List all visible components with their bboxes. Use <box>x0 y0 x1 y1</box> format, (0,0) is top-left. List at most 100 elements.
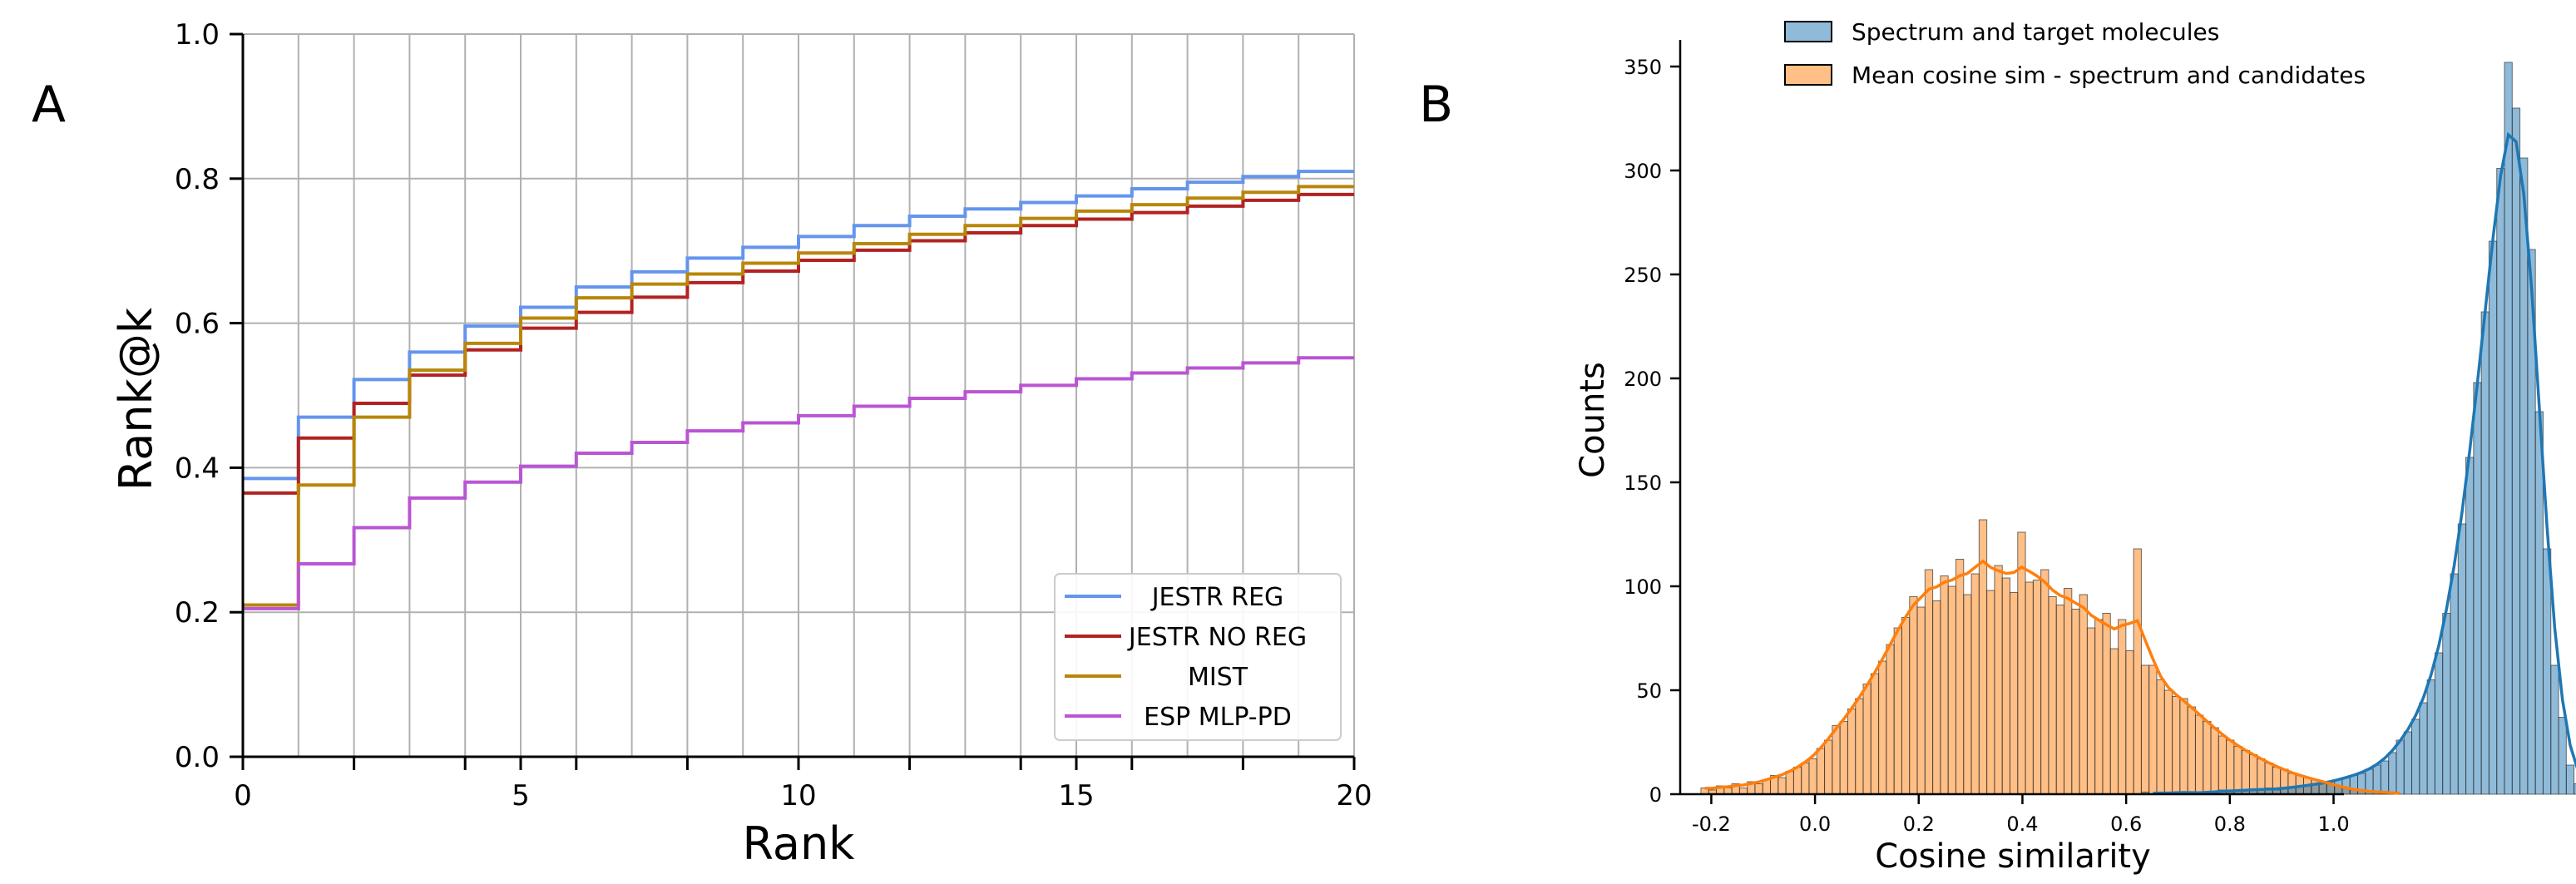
b-bar-candidates <box>1862 684 1871 795</box>
b-y-tick-label: 0 <box>1649 783 1662 807</box>
b-bar-candidates <box>2086 627 2096 795</box>
b-bar-candidates <box>1824 739 1833 795</box>
b-x-tick-label: 0.4 <box>2006 812 2038 836</box>
b-bar-candidates <box>2248 754 2258 795</box>
b-bar-candidates <box>1901 617 1911 795</box>
b-bar-target <box>2496 168 2505 795</box>
b-x-tick-label: -0.2 <box>1692 812 1731 836</box>
a-x-tick-label: 10 <box>780 779 816 812</box>
b-bar-candidates <box>2179 698 2188 795</box>
b-bar-target <box>2519 157 2529 795</box>
a-y-tick-label: 0.2 <box>175 596 220 630</box>
b-bar-target <box>2504 62 2513 795</box>
b-bar-candidates <box>1816 748 1826 795</box>
b-bar-candidates <box>2094 619 2104 795</box>
b-bar-candidates <box>1855 698 1864 795</box>
b-legend-label: Spectrum and target molecules <box>1852 18 2219 46</box>
b-bar-candidates <box>2125 650 2134 795</box>
b-y-axis-label: Counts <box>1574 362 1612 478</box>
b-bar-candidates <box>2017 531 2026 795</box>
b-bar-candidates <box>2040 569 2049 795</box>
b-bar-candidates <box>1916 606 1926 795</box>
b-bar-candidates <box>2118 619 2127 795</box>
b-bar-target <box>2372 764 2381 795</box>
b-bar-candidates <box>1870 673 1880 795</box>
a-legend: JESTR REG JESTR NO REG MIST ESP MLP-PD <box>1054 573 1342 741</box>
b-bar-target <box>2465 457 2475 795</box>
b-bar-candidates <box>1847 709 1857 795</box>
b-x-tick-label: 0.2 <box>1903 812 1935 836</box>
a-legend-label: JESTR REG <box>1150 583 1284 612</box>
a-y-tick-label: 0.6 <box>175 308 220 341</box>
b-y-tick-label: 300 <box>1624 160 1662 183</box>
b-y-tick-label: 200 <box>1624 368 1662 391</box>
b-bar-candidates <box>2133 548 2142 795</box>
b-x-tick-label: 0.6 <box>2110 812 2142 836</box>
b-bar-candidates <box>1801 763 1810 795</box>
b-x-tick-label: 0.8 <box>2214 812 2246 836</box>
b-bar-target <box>2473 382 2482 795</box>
b-histogram-bars <box>1700 62 2576 795</box>
b-bar-candidates <box>2102 613 2111 795</box>
b-bar-candidates <box>2109 648 2119 795</box>
b-bar-candidates <box>1808 758 1817 795</box>
b-bar-candidates <box>1970 573 1980 795</box>
b-y-tick-label: 100 <box>1624 575 1662 599</box>
b-x-tick-label: 0.0 <box>1799 812 1831 836</box>
b-bar-target <box>2565 764 2575 795</box>
a-series-line-1 <box>243 192 1354 495</box>
b-bar-candidates <box>2226 739 2235 795</box>
b-kde-curve-0 <box>2153 131 2576 795</box>
a-series-line-3 <box>243 356 1354 610</box>
a-x-tick-label: 5 <box>512 779 530 812</box>
b-bar-candidates <box>2241 750 2250 795</box>
b-bar-candidates <box>2210 727 2219 795</box>
b-bar-candidates <box>2194 714 2204 795</box>
a-legend-box <box>1054 573 1342 741</box>
b-bar-candidates <box>1924 569 1934 795</box>
b-bar-candidates <box>2010 592 2019 795</box>
b-bar-target <box>2457 523 2467 795</box>
panel-label-b: B <box>1419 76 1453 134</box>
b-bar-candidates <box>1909 596 1918 795</box>
b-bar-candidates <box>1947 585 1956 795</box>
b-bar-candidates <box>2172 696 2181 795</box>
b-bar-target <box>2550 664 2559 795</box>
b-bar-candidates <box>2140 664 2150 795</box>
b-kde-curve-1 <box>1704 559 2400 795</box>
b-kde-curves <box>1704 131 2576 795</box>
b-bar-target <box>2411 719 2420 795</box>
b-bar-target <box>2388 752 2397 795</box>
a-y-tick-label: 0.0 <box>175 741 220 774</box>
a-series-line-0 <box>243 170 1354 481</box>
a-x-tick-label: 0 <box>234 779 252 812</box>
a-y-tick-label: 0.8 <box>175 163 220 196</box>
b-y-tick-label: 50 <box>1636 679 1662 703</box>
panel-b-histogram: B -0.2 0.0 0.2 0.4 0.6 0.8 1.0 0 50 100 150 200 250 3… <box>1419 18 2576 876</box>
panel-label-a: A <box>32 76 66 134</box>
b-bar-target <box>2511 107 2521 795</box>
a-legend-label: ESP MLP-PD <box>1144 703 1292 732</box>
b-bar-candidates <box>2203 721 2212 795</box>
b-bar-target <box>2542 548 2552 795</box>
b-bar-candidates <box>1878 660 1887 795</box>
b-bar-candidates <box>1785 771 1794 795</box>
b-bar-candidates <box>2064 588 2073 795</box>
b-y-tick-label: 150 <box>1624 472 1662 495</box>
b-bar-candidates <box>1893 627 1902 795</box>
b-bar-target <box>2426 679 2435 795</box>
b-bar-candidates <box>1955 559 1965 795</box>
b-bar-candidates <box>1886 644 1895 795</box>
b-bar-candidates <box>1792 767 1802 795</box>
b-legend-label: Mean cosine sim - spectrum and candidate… <box>1852 62 2366 89</box>
b-bar-candidates <box>2187 706 2196 795</box>
b-bar-target <box>2574 783 2576 795</box>
b-bar-target <box>2434 652 2444 795</box>
b-bar-target <box>2488 240 2498 795</box>
b-bar-target <box>2318 783 2327 795</box>
a-legend-label: JESTR NO REG <box>1127 623 1307 652</box>
a-legend-label: MIST <box>1188 663 1248 692</box>
b-bar-candidates <box>2233 746 2242 795</box>
b-bar-candidates <box>2079 594 2088 795</box>
b-bar-candidates <box>2148 664 2158 795</box>
